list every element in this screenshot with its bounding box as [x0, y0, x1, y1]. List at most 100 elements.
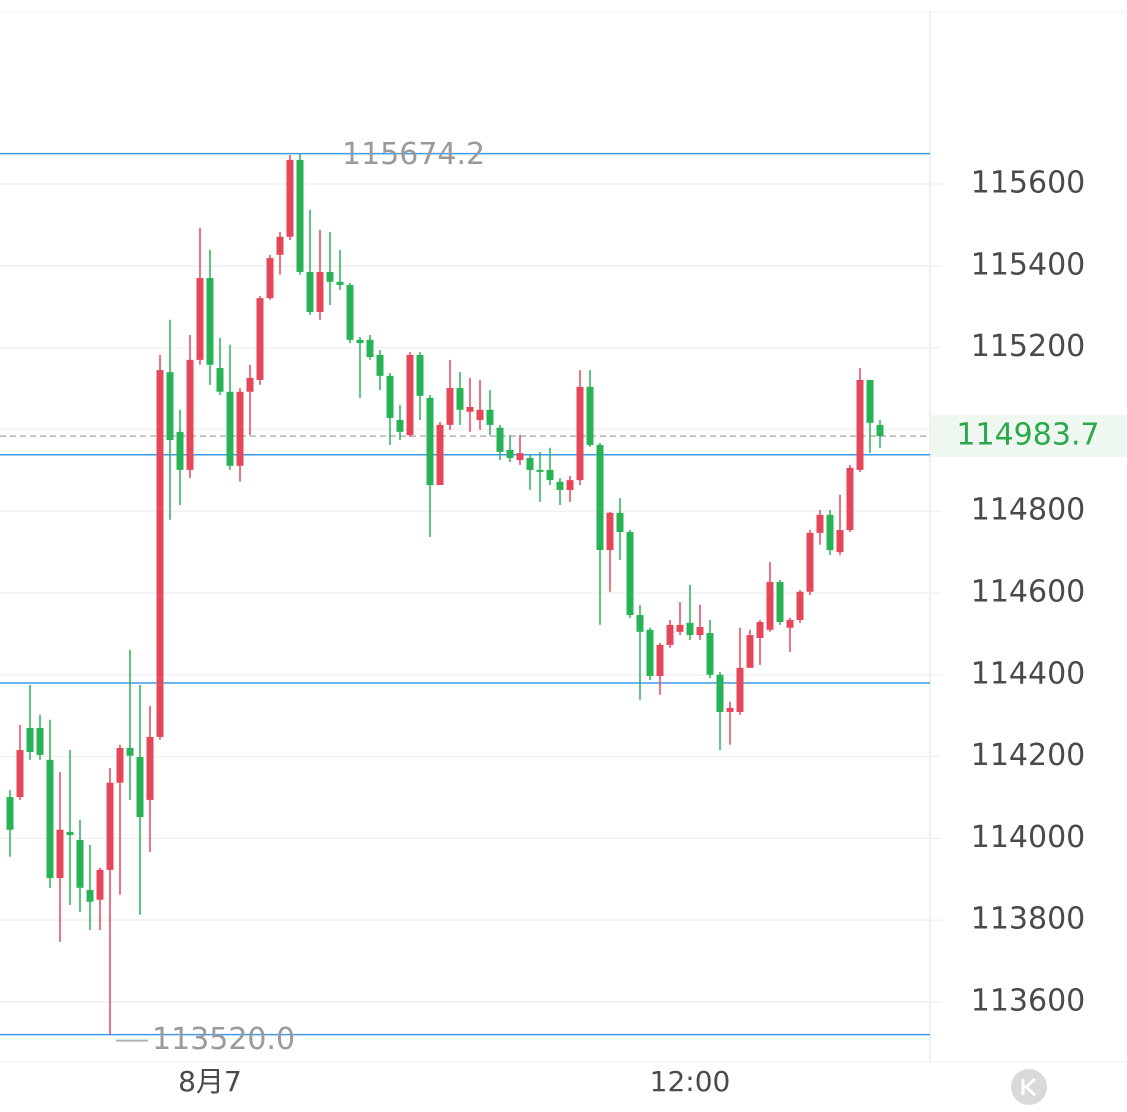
- candle-body: [536, 469, 544, 472]
- candle-body: [786, 619, 794, 628]
- candle-body: [686, 622, 694, 636]
- candle-body: [306, 271, 314, 313]
- candle-body: [676, 624, 684, 632]
- candle-body: [276, 236, 284, 255]
- candle-body: [236, 391, 244, 466]
- candle-body: [836, 530, 844, 553]
- candle-body: [66, 831, 74, 836]
- candle-body: [876, 424, 884, 437]
- candle-body: [856, 379, 864, 470]
- candle-body: [436, 424, 444, 486]
- candle-body: [656, 644, 664, 676]
- candle-body: [706, 633, 714, 675]
- candle-body: [96, 869, 104, 900]
- last-price-box: [931, 415, 1127, 458]
- candle-body: [546, 469, 554, 481]
- candle-body: [86, 889, 94, 902]
- candle-body: [626, 532, 634, 616]
- candle-body: [156, 370, 164, 737]
- y-tick-label: 114000: [971, 820, 1086, 855]
- candle-body: [806, 532, 814, 592]
- candle-body: [476, 409, 484, 420]
- candle-body: [76, 839, 84, 888]
- candle-body: [376, 354, 384, 376]
- k-button[interactable]: [1011, 1069, 1047, 1105]
- y-tick-label: 115400: [971, 247, 1086, 282]
- candle-body: [126, 747, 134, 756]
- candle-body: [46, 759, 54, 879]
- candle-body: [466, 406, 474, 412]
- candle-body: [286, 159, 294, 237]
- candle-body: [36, 727, 44, 755]
- candle-body: [746, 635, 754, 668]
- candle-body: [416, 354, 424, 396]
- candle-body: [576, 386, 584, 481]
- candle-body: [456, 388, 464, 410]
- candle-body: [226, 391, 234, 466]
- k-icon: [1021, 1077, 1036, 1097]
- y-tick-label: 114600: [971, 574, 1086, 609]
- candle-body: [246, 377, 254, 392]
- candle-body: [206, 278, 214, 365]
- candle-body: [386, 375, 394, 418]
- y-tick-label: 115600: [971, 166, 1086, 201]
- candle-body: [56, 829, 64, 879]
- candle-body: [356, 339, 364, 344]
- candle-body: [366, 339, 374, 358]
- candle-body: [16, 750, 24, 798]
- candle-body: [426, 397, 434, 486]
- min-label: 113520.0: [152, 1022, 295, 1057]
- y-tick-label: 115200: [971, 329, 1086, 364]
- candle-body: [606, 512, 614, 551]
- last-price-label: 114983.7: [956, 418, 1099, 453]
- candle-body: [266, 258, 274, 299]
- y-tick-label: 113800: [971, 902, 1086, 937]
- candle-body: [846, 467, 854, 530]
- candle-body: [176, 431, 184, 470]
- candle-body: [446, 388, 454, 425]
- candle-body: [346, 285, 354, 340]
- candle-body: [326, 271, 334, 282]
- plot: 113600 113800 114000 114200 114400 114600 1148…: [0, 137, 1127, 1098]
- candle-body: [736, 667, 744, 712]
- candle-body: [646, 629, 654, 676]
- candle-body: [186, 359, 194, 470]
- y-tick-label: 114200: [971, 738, 1086, 773]
- candle-body: [766, 581, 774, 630]
- candle-body: [6, 797, 14, 830]
- candle-body: [146, 736, 154, 800]
- candle-body: [26, 727, 34, 753]
- y-tick-label: 114800: [971, 493, 1086, 528]
- candle-body: [516, 453, 524, 461]
- candle-body: [586, 386, 594, 445]
- candle-body: [616, 512, 624, 533]
- candle-body: [526, 458, 534, 470]
- candle-body: [336, 281, 344, 286]
- candle-body: [216, 368, 224, 392]
- candle-body: [256, 298, 264, 380]
- candle-body: [196, 278, 204, 360]
- candle-body: [166, 372, 174, 441]
- candle-body: [556, 481, 564, 490]
- candle-body: [406, 354, 414, 436]
- max-label: 115674.2: [342, 137, 485, 172]
- y-tick-label: 114400: [971, 656, 1086, 691]
- candle-body: [566, 480, 574, 490]
- candle-body: [696, 626, 704, 636]
- x-tick-label: 8月7: [178, 1065, 242, 1098]
- candle-body: [756, 622, 764, 638]
- candle-body: [666, 624, 674, 645]
- x-tick-label: 12:00: [650, 1065, 731, 1098]
- candle-body: [716, 674, 724, 712]
- candle-body: [496, 427, 504, 452]
- y-tick-label: 113600: [971, 983, 1086, 1018]
- candle-body: [136, 756, 144, 818]
- candle-body: [396, 419, 404, 432]
- candle-body: [866, 379, 874, 423]
- candle-body: [486, 409, 494, 425]
- candle-body: [506, 449, 514, 459]
- candle-body: [796, 591, 804, 620]
- candle-body: [296, 159, 304, 272]
- candle-body: [316, 271, 324, 313]
